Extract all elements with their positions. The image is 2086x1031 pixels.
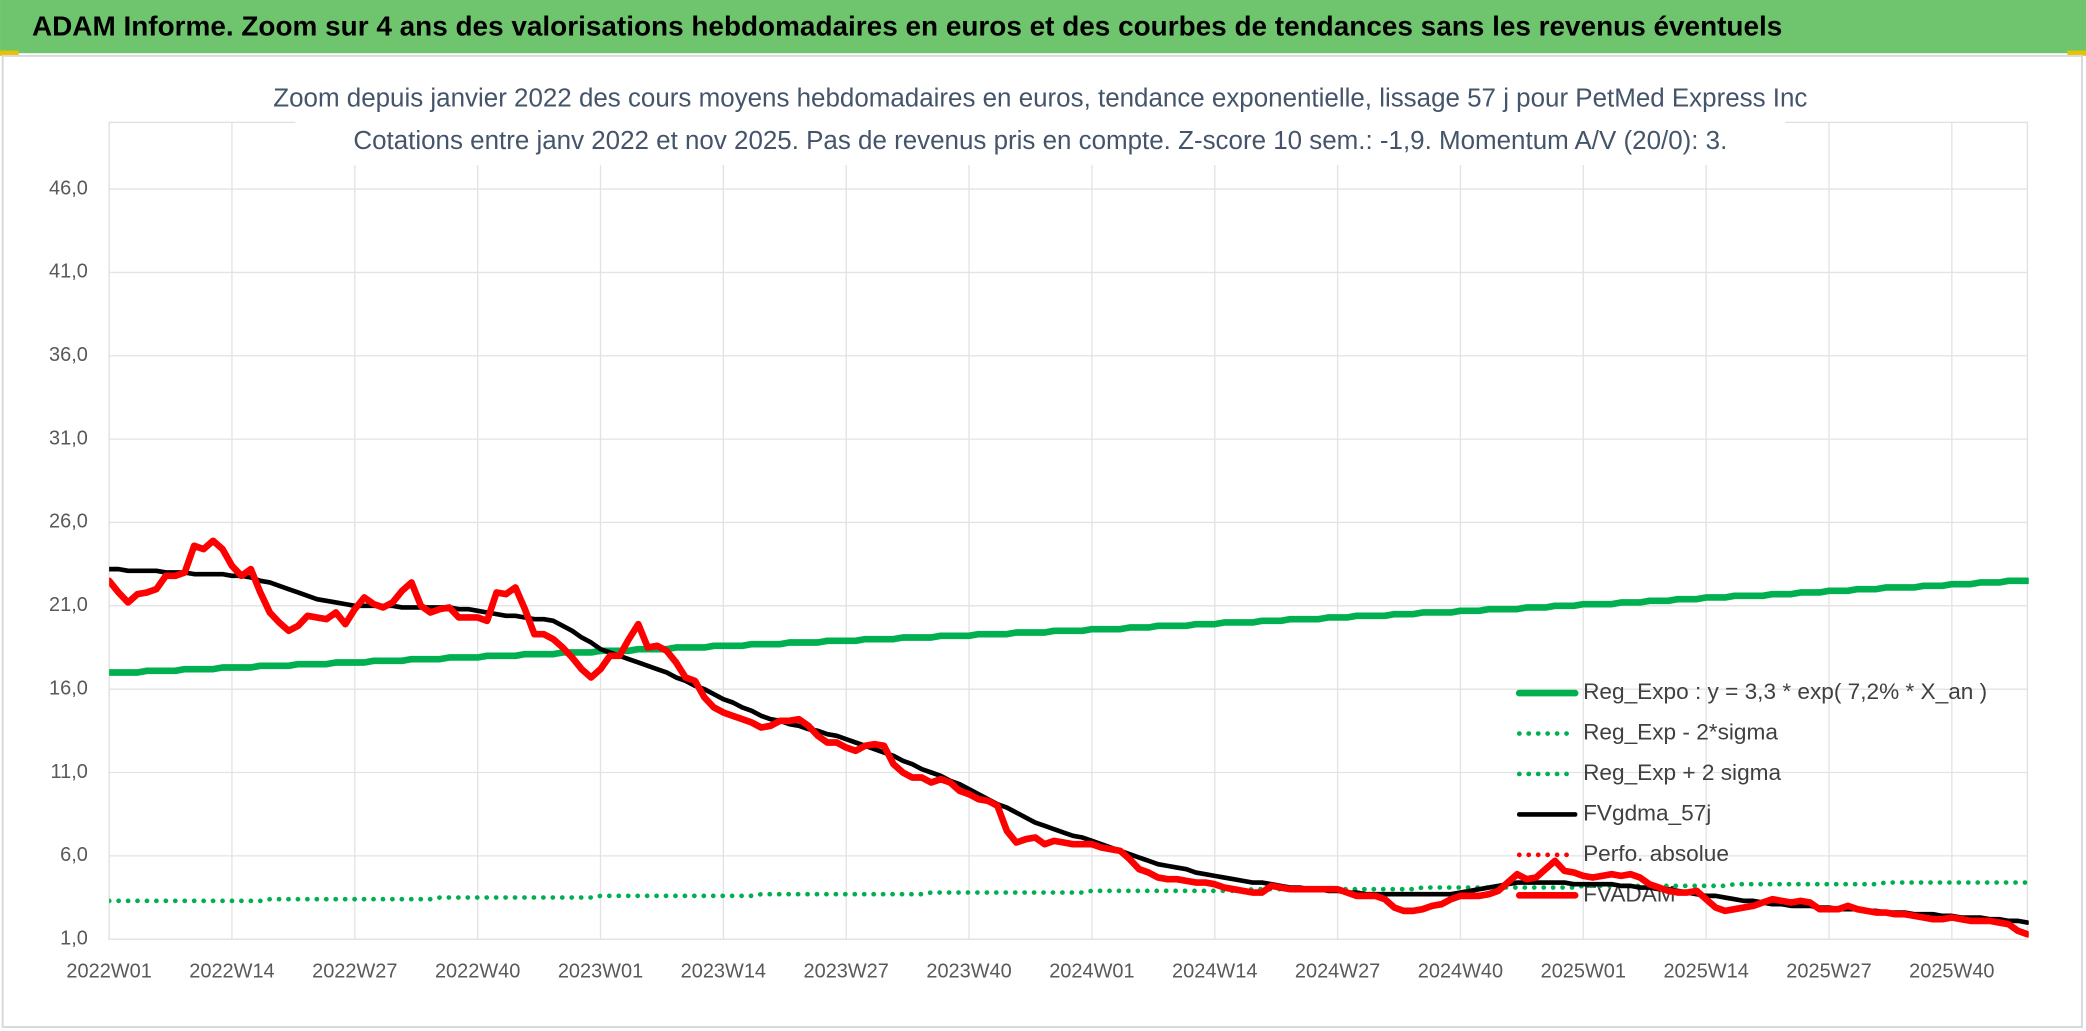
- legend-label: Reg_Exp + 2 sigma: [1583, 760, 1781, 785]
- y-tick-label: 16,0: [49, 677, 88, 699]
- series-line: [109, 880, 2029, 904]
- y-tick-label: 41,0: [49, 261, 88, 283]
- y-tick-label: 1,0: [60, 927, 88, 949]
- x-tick-label: 2022W40: [435, 961, 520, 983]
- y-tick-label: 11,0: [51, 761, 88, 783]
- legend-label: Perfo. absolue: [1583, 841, 1729, 866]
- series-line: [109, 577, 2029, 676]
- frame: [1, 54, 2083, 1029]
- x-tick-label: 2022W01: [66, 961, 151, 983]
- chart-subtitle: Cotations entre janv 2022 et nov 2025. P…: [353, 127, 1727, 155]
- header-title: ADAM Informe. Zoom sur 4 ans des valoris…: [32, 10, 1782, 41]
- x-tick-label: 2022W27: [312, 961, 397, 983]
- header-bar: [0, 0, 2086, 54]
- chart-title: Zoom depuis janvier 2022 des cours moyen…: [273, 85, 1807, 113]
- y-tick-label: 21,0: [49, 594, 88, 616]
- legend-label: Reg_Expo : y = 3,3 * exp( 7,2% * X_an ): [1583, 679, 1987, 704]
- y-tick-label: 36,0: [49, 344, 88, 366]
- corner: [0, 50, 19, 56]
- x-tick-label: 2025W40: [1909, 961, 1994, 983]
- title-box: [295, 77, 1786, 165]
- corner: [2067, 50, 2086, 56]
- legend-label: FVgdma_57j: [1583, 800, 1711, 825]
- y-tick-label: 6,0: [60, 844, 88, 866]
- series: [109, 537, 2029, 938]
- x-tick-label: 2025W27: [1786, 961, 1871, 983]
- legend: Reg_Expo : y = 3,3 * exp( 7,2% * X_an ) R…: [1515, 679, 1987, 906]
- legend-label: Reg_Exp - 2*sigma: [1583, 720, 1778, 745]
- x-tick-label: 2025W14: [1663, 961, 1748, 983]
- x-tick-label: 2023W40: [926, 961, 1011, 983]
- series-line: [109, 537, 2029, 938]
- x-tick-label: 2023W14: [681, 961, 766, 983]
- x-tick-label: 2022W14: [189, 961, 274, 983]
- x-tick-label: 2024W40: [1418, 961, 1503, 983]
- x-tick-label: 2024W27: [1295, 961, 1380, 983]
- y-tick-label: 46,0: [49, 177, 88, 199]
- x-tick-label: 2024W14: [1172, 961, 1257, 983]
- y-tick-label: 31,0: [49, 427, 88, 449]
- x-tick-label: 2024W01: [1049, 961, 1134, 983]
- y-tick-label: 26,0: [49, 511, 88, 533]
- x-tick-label: 2023W01: [558, 961, 643, 983]
- x-tick-label: 2023W27: [804, 961, 889, 983]
- grid: 1,0 6,0 11,0 16,0 21,0 26,0 31,0 36,0 41,0 46,0 20…: [49, 121, 2029, 983]
- x-tick-label: 2025W01: [1541, 961, 1626, 983]
